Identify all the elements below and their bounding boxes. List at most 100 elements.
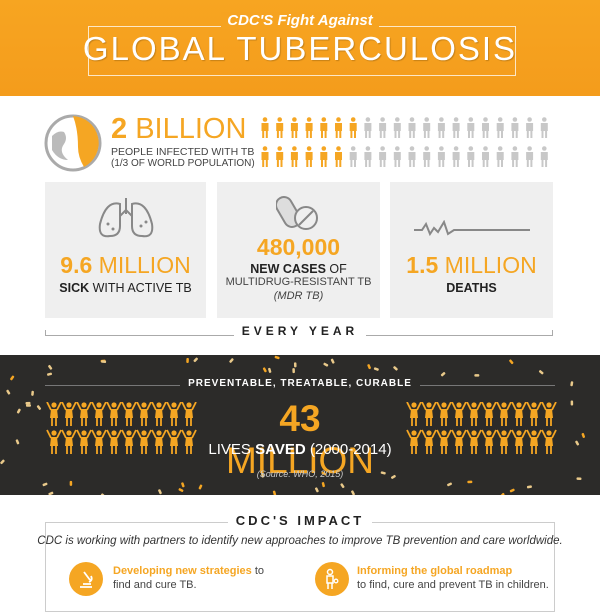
person-icon bbox=[261, 146, 269, 167]
confetti-piece bbox=[193, 357, 198, 363]
confetti-piece bbox=[570, 381, 574, 387]
impact-item-title: Informing the global roadmap bbox=[357, 565, 513, 577]
person-icon bbox=[166, 429, 182, 454]
person-icon bbox=[526, 146, 534, 167]
microscope-icon bbox=[69, 562, 103, 596]
confetti-piece bbox=[526, 485, 532, 489]
person-icon bbox=[540, 117, 548, 138]
stat-card-mdr: 480,000 NEW CASES OF MULTIDRUG-RESISTANT… bbox=[217, 182, 380, 318]
lives-label: LIVES bbox=[208, 441, 256, 458]
confetti-piece bbox=[10, 375, 15, 381]
pills-icon bbox=[274, 196, 318, 230]
confetti-piece bbox=[509, 488, 515, 493]
impact-item-text: to find, cure and prevent TB in children… bbox=[357, 579, 549, 591]
person-icon bbox=[408, 117, 416, 138]
person-icon bbox=[511, 429, 527, 454]
person-icon bbox=[496, 429, 512, 454]
person-icon bbox=[91, 402, 107, 426]
stat-number: 9.6 bbox=[60, 252, 93, 278]
person-icon bbox=[482, 146, 489, 167]
confetti-piece bbox=[393, 366, 398, 371]
stat-label-bold: SICK bbox=[59, 281, 90, 295]
confetti-piece bbox=[509, 359, 514, 365]
stat-label: OF bbox=[325, 262, 347, 276]
confetti-piece bbox=[272, 490, 277, 495]
person-icon bbox=[408, 146, 416, 167]
confetti-piece bbox=[0, 459, 5, 465]
person-icon bbox=[421, 429, 437, 454]
person-icon bbox=[364, 146, 372, 167]
confetti-piece bbox=[380, 471, 386, 475]
person-icon bbox=[467, 117, 475, 138]
person-icon bbox=[379, 146, 387, 167]
person-icon bbox=[496, 146, 504, 167]
confetti-piece bbox=[581, 432, 586, 438]
confetti-piece bbox=[323, 362, 329, 367]
confetti-piece bbox=[576, 477, 582, 480]
stat-label-bold: NEW CASES bbox=[250, 262, 326, 276]
person-icon bbox=[46, 429, 62, 454]
confetti-piece bbox=[474, 374, 480, 377]
confetti-piece bbox=[25, 404, 32, 407]
confetti-piece bbox=[314, 487, 319, 493]
person-icon bbox=[91, 429, 107, 454]
person-icon bbox=[451, 402, 467, 426]
person-icon bbox=[481, 402, 497, 426]
confetti-piece bbox=[261, 472, 265, 478]
confetti-piece bbox=[351, 490, 355, 495]
saved-number: 43 bbox=[279, 398, 321, 439]
person-icon bbox=[106, 402, 122, 426]
impact-item-text: to bbox=[251, 565, 264, 577]
confetti-piece bbox=[229, 358, 234, 363]
person-icon bbox=[526, 117, 534, 138]
person-icon bbox=[320, 117, 328, 138]
person-icon bbox=[76, 429, 92, 454]
person-icon bbox=[76, 402, 92, 426]
confetti-piece bbox=[440, 372, 446, 377]
confetti-piece bbox=[181, 482, 185, 488]
person-icon bbox=[526, 429, 542, 454]
confetti-piece bbox=[293, 362, 297, 368]
confetti-piece bbox=[48, 364, 53, 370]
stat-unit: MILLION bbox=[98, 252, 191, 278]
person-icon bbox=[121, 402, 137, 426]
person-icon bbox=[466, 429, 482, 454]
stat-number: 1.5 bbox=[406, 252, 439, 278]
impact-item: Developing new strategies to find and cur… bbox=[113, 564, 264, 592]
impact-item-text: find and cure TB. bbox=[113, 579, 197, 591]
page-title: GLOBAL TUBERCULOSIS bbox=[82, 30, 518, 67]
person-icon bbox=[421, 402, 437, 426]
person-icon bbox=[305, 146, 313, 167]
confetti-piece bbox=[6, 389, 11, 395]
confetti-piece bbox=[100, 493, 106, 495]
confetti-piece bbox=[268, 367, 272, 373]
person-icon bbox=[481, 429, 497, 454]
person-icon bbox=[276, 146, 284, 167]
tagline: PREVENTABLE, TREATABLE, CURABLE bbox=[180, 378, 420, 389]
infected-number: 2 bbox=[111, 113, 128, 145]
person-icon bbox=[151, 402, 167, 426]
person-icon bbox=[437, 117, 445, 138]
saved-years: (2000-2014) bbox=[305, 441, 392, 458]
person-icon bbox=[349, 146, 357, 167]
confetti-piece bbox=[538, 370, 544, 375]
confetti-piece bbox=[330, 358, 335, 364]
confetti-piece bbox=[447, 482, 452, 487]
infected-label: PEOPLE INFECTED WITH TB bbox=[111, 146, 255, 158]
stat-label-line2: MULTIDRUG-RESISTANT TB bbox=[225, 276, 372, 288]
person-icon bbox=[406, 402, 422, 426]
confetti-piece bbox=[31, 390, 34, 396]
stat-label-bold: DEATHS bbox=[446, 281, 497, 295]
person-icon bbox=[349, 117, 357, 138]
confetti-pattern bbox=[0, 355, 586, 495]
confetti-piece bbox=[16, 408, 21, 414]
person-icon bbox=[452, 117, 460, 138]
person-icon bbox=[437, 146, 445, 167]
stat-label: WITH ACTIVE TB bbox=[89, 281, 192, 295]
child-icon bbox=[315, 562, 349, 596]
stat-number: 480,000 bbox=[256, 234, 341, 260]
people-cheering-left bbox=[46, 402, 197, 454]
confetti-piece bbox=[47, 372, 53, 376]
every-year-label: EVERY YEAR bbox=[233, 324, 367, 338]
person-icon bbox=[181, 402, 197, 426]
